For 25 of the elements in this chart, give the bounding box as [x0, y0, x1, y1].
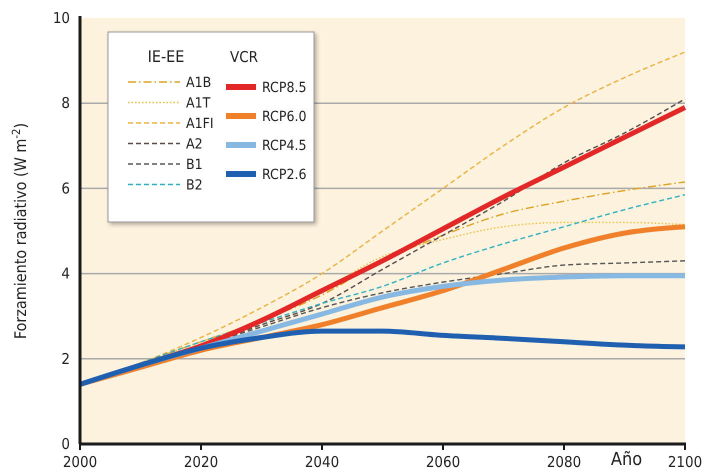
legend-label: A1B: [186, 75, 212, 91]
y-tick-label: 4: [61, 264, 70, 283]
x-tick-label: 2080: [546, 453, 582, 471]
x-tick-label: 2100: [668, 453, 702, 471]
legend-label: RCP4.5: [262, 138, 306, 154]
y-tick-label: 0: [61, 435, 70, 453]
legend-label: B1: [186, 157, 203, 173]
legend-label: B2: [186, 178, 203, 194]
legend-label: A2: [186, 136, 203, 152]
legend-label: A1T: [186, 96, 211, 112]
y-tick-label: 10: [52, 9, 70, 27]
y-tick-label: 8: [61, 94, 70, 112]
x-tick-label: 2000: [62, 453, 98, 471]
x-tick-label: 2060: [426, 453, 460, 471]
annotation: VCR: [230, 48, 258, 66]
legend-label: RCP6.0: [262, 109, 306, 125]
y-tick-label: 2: [61, 350, 70, 368]
x-axis-title: Año: [610, 449, 642, 470]
x-tick-label: 2020: [184, 453, 218, 471]
legend-label: RCP2.6: [262, 167, 306, 183]
x-tick-label: 2040: [304, 453, 340, 471]
y-tick-label: 6: [61, 179, 70, 198]
annotation: IE-EE: [148, 47, 184, 66]
legend-label: RCP8.5: [262, 80, 306, 96]
legend-label: A1FI: [186, 116, 214, 132]
